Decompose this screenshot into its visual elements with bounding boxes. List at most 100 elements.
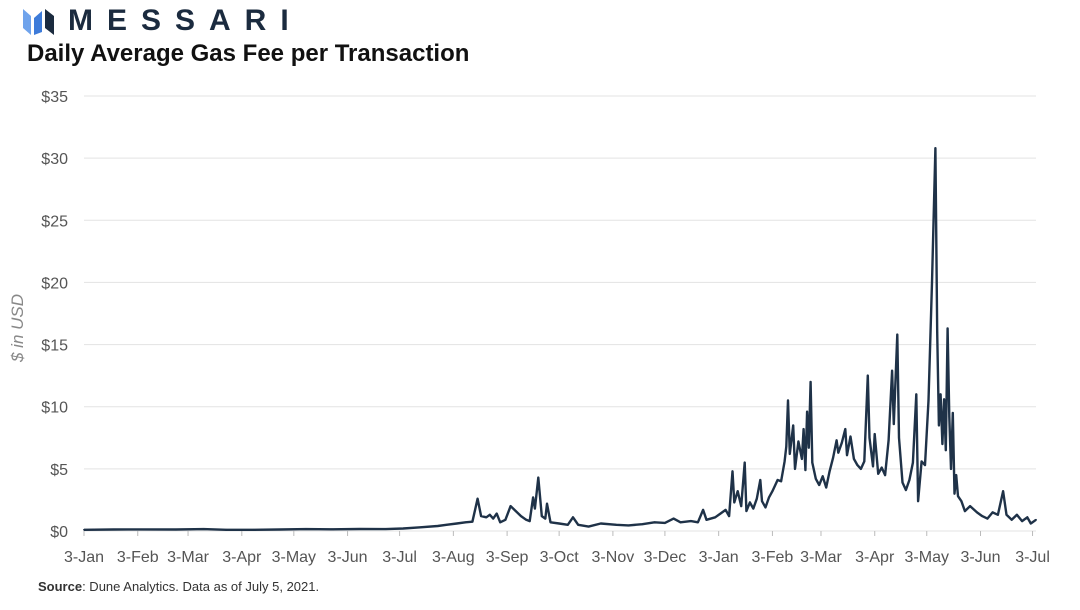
data-point (866, 374, 869, 377)
data-point (1035, 518, 1037, 521)
data-point (768, 496, 770, 499)
data-point (872, 465, 874, 468)
data-point (818, 484, 821, 486)
source-note: Source: Dune Analytics. Data as of July … (38, 579, 319, 594)
data-point (787, 399, 789, 402)
data-point (969, 505, 971, 507)
y-tick-label: $10 (41, 400, 68, 417)
data-point (764, 506, 767, 509)
data-point (927, 399, 930, 402)
x-tick-label: 3-Dec (644, 549, 687, 566)
data-point (577, 523, 580, 526)
data-point (986, 517, 989, 520)
data-point (745, 510, 748, 512)
data-point (1016, 513, 1018, 516)
data-point (807, 446, 810, 449)
x-tick-label: 3-Mar (800, 549, 842, 566)
data-point (305, 528, 307, 530)
data-point (514, 510, 517, 512)
data-point (728, 515, 730, 517)
x-tick-label: 3-Mar (167, 549, 209, 566)
data-point (558, 522, 560, 525)
x-tick-label: 3-Jan (699, 549, 739, 566)
data-point (419, 526, 422, 529)
data-point (587, 525, 590, 528)
data-point (846, 454, 848, 457)
data-point (736, 490, 739, 493)
data-point (835, 439, 838, 442)
messari-logo-icon (23, 9, 54, 35)
data-point (908, 479, 911, 481)
data-point (944, 449, 947, 452)
data-point (920, 460, 923, 463)
data-point (544, 517, 547, 520)
data-point (719, 512, 722, 515)
data-point (279, 528, 281, 531)
data-point (1005, 513, 1008, 516)
data-point (891, 369, 893, 372)
data-point (1002, 490, 1004, 493)
data-point (641, 523, 644, 526)
data-point (976, 511, 978, 514)
chart-title: Daily Average Gas Fee per Transaction (27, 40, 470, 67)
y-tick-label: $25 (41, 213, 68, 230)
data-point (679, 521, 682, 524)
data-point (83, 528, 85, 531)
data-point (860, 468, 862, 470)
data-point (112, 528, 115, 531)
data-point (749, 501, 751, 504)
data-point (175, 528, 177, 531)
y-tick-label: $30 (41, 151, 68, 168)
data-point (828, 470, 831, 473)
data-point (877, 472, 880, 475)
data-point (953, 492, 956, 495)
data-point (445, 523, 448, 526)
data-point (724, 509, 727, 511)
data-point (358, 528, 361, 530)
data-point (946, 327, 949, 330)
data-point (672, 517, 675, 520)
data-point (402, 527, 404, 530)
data-point (476, 497, 479, 500)
data-point (997, 513, 999, 516)
x-tick-label: 3-Feb (117, 549, 159, 566)
data-point (140, 528, 143, 531)
data-point (950, 468, 952, 470)
data-point (384, 528, 387, 530)
data-point (572, 516, 574, 519)
data-point (915, 393, 918, 396)
data-point (731, 470, 734, 473)
x-tick-label: 3-Jan (64, 549, 104, 566)
data-point (549, 521, 552, 524)
y-tick-label: $35 (41, 89, 68, 106)
data-point (331, 528, 333, 531)
data-point (464, 521, 467, 524)
x-tick-label: 3-Feb (752, 549, 794, 566)
data-point (771, 490, 774, 493)
x-axis-ticks: 3-Jan 3-Feb 3-Mar 3-Apr 3-May 3-Jun 3-Jul 3-Aug… (64, 531, 1050, 566)
data-point (537, 476, 540, 479)
data-point (492, 517, 495, 520)
data-point (436, 525, 439, 527)
x-tick-label: 3-Sep (486, 549, 529, 566)
data-point (761, 500, 763, 503)
x-tick-label: 3-May (905, 549, 949, 566)
data-point (780, 480, 782, 483)
x-tick-label: 3-Jun (960, 549, 1000, 566)
y-tick-label: $20 (41, 275, 68, 292)
data-point (917, 500, 919, 503)
data-point (840, 441, 843, 444)
data-point (856, 464, 859, 466)
line-chart: $0$5$10$15$20$25$30$35 3-Jan 3-Feb 3-Mar 3-… (8, 89, 1050, 566)
data-point (955, 474, 958, 476)
data-point (664, 522, 666, 524)
data-point (705, 518, 708, 521)
data-point (1021, 520, 1023, 522)
data-point (788, 453, 791, 455)
data-point (485, 516, 488, 519)
data-point (821, 475, 824, 478)
brand-name: MESSARI (68, 4, 303, 37)
data-point (884, 474, 886, 476)
brand-header: MESSARI (22, 4, 303, 38)
x-tick-label: 3-May (272, 549, 316, 566)
